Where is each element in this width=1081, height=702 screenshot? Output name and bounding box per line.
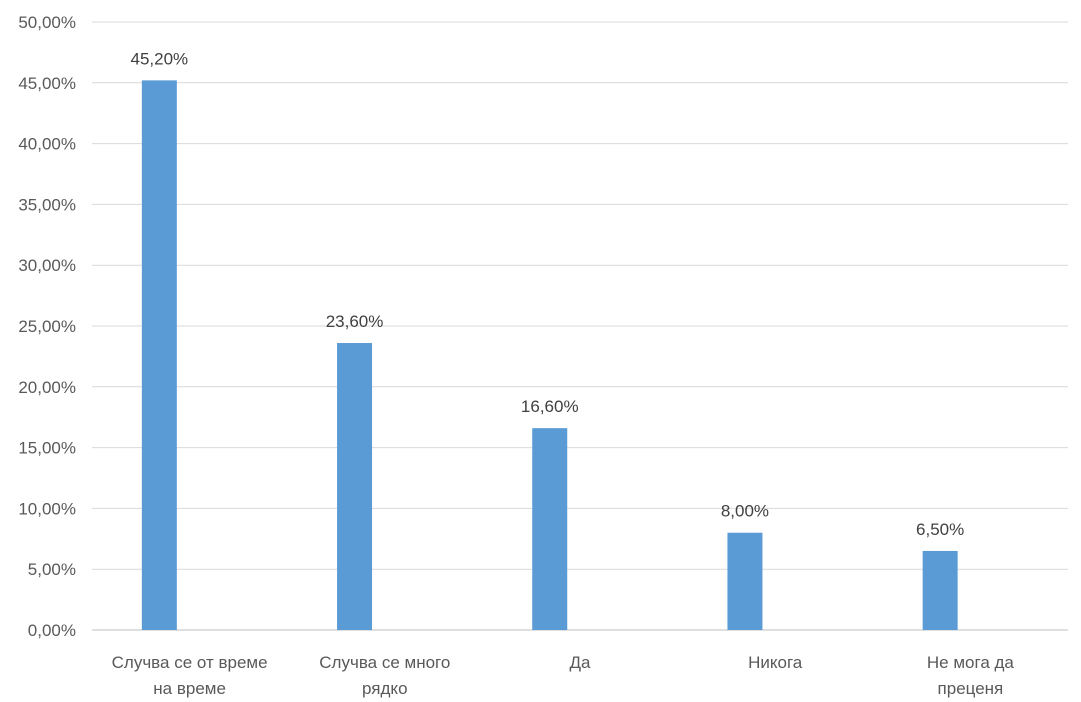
bar — [532, 428, 568, 630]
y-tick-label: 45,00% — [18, 74, 76, 93]
category-label: Никога — [748, 653, 803, 672]
category-label: Да — [570, 653, 592, 672]
y-tick-label: 5,00% — [28, 560, 76, 579]
y-axis-ticks: 0,00% 5,00% 10,00% 15,00% 20,00% 25,00% 30,00%… — [18, 13, 76, 640]
y-tick-label: 20,00% — [18, 378, 76, 397]
bar — [141, 80, 177, 631]
data-label: 23,60% — [326, 312, 384, 331]
y-tick-label: 50,00% — [18, 13, 76, 32]
data-labels: 45,20% 23,60% 16,60% 8,00% 6,50% — [131, 49, 965, 539]
category-label: Случва се много рядко — [319, 653, 450, 698]
y-tick-label: 40,00% — [18, 135, 76, 154]
x-axis-categories: Случва се от време на време Случва се мног… — [112, 653, 1015, 698]
data-label: 45,20% — [131, 49, 189, 68]
y-tick-label: 30,00% — [18, 256, 76, 275]
y-tick-label: 15,00% — [18, 439, 76, 458]
y-tick-label: 25,00% — [18, 317, 76, 336]
bar — [727, 532, 763, 630]
bars — [141, 80, 958, 631]
category-label: Не мога да преценя — [927, 653, 1015, 698]
bar — [922, 550, 958, 630]
data-label: 16,60% — [521, 397, 579, 416]
data-label: 8,00% — [721, 502, 769, 521]
y-tick-label: 10,00% — [18, 499, 76, 518]
y-tick-label: 0,00% — [28, 621, 76, 640]
gridlines — [92, 21, 1068, 631]
category-label: Случва се от време на време — [112, 653, 268, 698]
bar — [337, 343, 373, 630]
data-label: 6,50% — [916, 520, 964, 539]
y-tick-label: 35,00% — [18, 195, 76, 214]
